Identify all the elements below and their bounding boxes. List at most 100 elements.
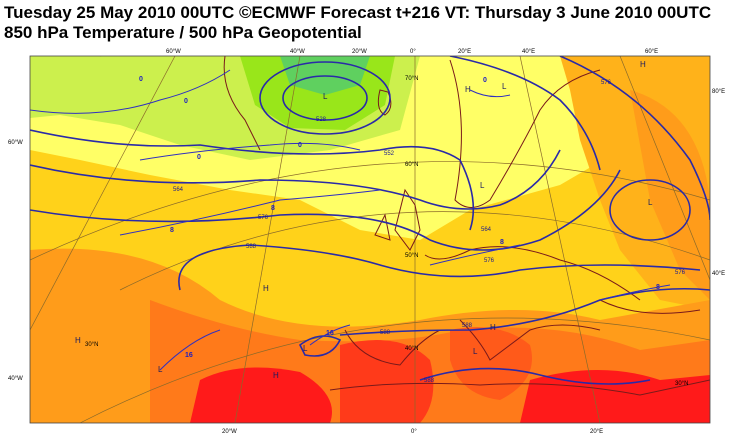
iberia-coast: [344, 329, 441, 366]
geopotential-contour: [609, 179, 691, 241]
contour-label: 576: [675, 270, 686, 276]
geopotential-contour: [298, 335, 342, 357]
contour-label: 8: [656, 284, 660, 291]
longitude-line: [30, 56, 176, 331]
top-label: 60°W: [166, 49, 181, 55]
geopotential-contours: [30, 56, 710, 385]
longitude-line: [234, 56, 301, 423]
greenland-coast: [223, 56, 261, 151]
britain-coast: [394, 188, 421, 251]
left-label: 60°W: [8, 140, 23, 146]
geopotential-contour: [259, 61, 391, 135]
high-pressure-marker: H: [263, 284, 269, 293]
low-pressure-marker: L: [480, 181, 485, 190]
low-pressure-marker: L: [303, 344, 308, 353]
low-pressure-marker: L: [502, 82, 507, 91]
geopotential-contour: [30, 169, 621, 251]
temperature-band-hot-central: [450, 327, 532, 400]
temperature-labels: 0 0 0 0 0 8 8 8 8 16 16: [139, 76, 660, 359]
mediterranean-coast: [459, 319, 601, 361]
contour-label: 16: [326, 330, 334, 337]
geopotential-contour: [559, 56, 710, 221]
scandinavia-coast: [449, 59, 601, 208]
pressure-centres: L L L L L L L H H H H H H: [75, 60, 653, 380]
latitude-label: 50°N: [405, 253, 418, 259]
latitude-line: [79, 317, 710, 423]
top-label: 40°W: [290, 49, 305, 55]
temperature-contour: [599, 284, 671, 301]
top-label: 60°E: [645, 49, 658, 55]
right-label: 80°E: [712, 89, 725, 95]
forecast-map: 60°W 40°W 20°W 0° 20°E 40°E 60°E 20°W 0°…: [8, 49, 725, 435]
temperature-contour: [139, 142, 361, 161]
latitude-label: 30°N: [675, 381, 688, 387]
map-frame: [29, 55, 711, 424]
geopotential-contour: [30, 149, 561, 210]
geopotential-contour: [449, 56, 601, 171]
longitude-line: [519, 56, 601, 423]
contour-label: 564: [481, 227, 492, 233]
contour-label: 8: [500, 239, 504, 246]
temperature-contour: [469, 89, 511, 98]
high-pressure-marker: H: [465, 85, 471, 94]
low-pressure-marker: L: [323, 92, 328, 101]
contour-label: 588: [380, 330, 391, 336]
contour-label: 588: [424, 378, 435, 384]
geopotential-contour: [30, 129, 475, 231]
right-label: 40°E: [712, 271, 725, 277]
top-label: 0°: [410, 49, 416, 55]
temperature-band-warm-east-2: [630, 90, 710, 300]
top-label: 20°W: [352, 49, 367, 55]
latitude-label: 40°N: [405, 346, 418, 352]
contour-label: 588: [246, 244, 257, 250]
contour-label: 528: [316, 117, 327, 123]
contour-label: 576: [601, 80, 612, 86]
contour-label: 0: [139, 76, 143, 83]
ireland-coast: [374, 213, 391, 241]
contour-label: 552: [384, 151, 395, 157]
high-pressure-marker: H: [640, 60, 646, 69]
latitude-label: 60°N: [405, 162, 418, 168]
contour-label: 0: [483, 77, 487, 84]
low-pressure-marker: L: [648, 198, 653, 207]
contour-label: 0: [298, 142, 302, 149]
contour-label: 0: [197, 154, 201, 161]
africa-coast: [329, 379, 710, 396]
top-label: 40°E: [522, 49, 535, 55]
contour-label: 8: [271, 205, 275, 212]
left-label: 40°W: [8, 376, 23, 382]
low-pressure-marker: L: [158, 365, 163, 374]
geopotential-contour: [419, 367, 651, 385]
temperature-contour: [30, 69, 231, 114]
bottom-label: 0°: [411, 429, 417, 435]
high-pressure-marker: H: [75, 336, 81, 345]
europe-coast: [424, 246, 641, 301]
contour-label: 16: [185, 352, 193, 359]
bottom-label: 20°E: [590, 429, 603, 435]
temperature-band-very-hot-east: [520, 370, 710, 423]
contour-label: 588: [462, 323, 473, 329]
temperature-band-very-hot-iberia: [340, 340, 434, 423]
geopotential-labels: 528 552 564 576 588 576 588 576 588 576 …: [173, 80, 686, 384]
high-pressure-marker: H: [273, 371, 279, 380]
contour-label: 0: [184, 98, 188, 105]
temperature-band-very-hot-west: [190, 367, 332, 423]
black-sea-coast: [599, 299, 701, 314]
temperature-contour: [159, 329, 221, 371]
low-pressure-marker: L: [473, 347, 478, 356]
temperature-contour: [309, 324, 351, 346]
geopotential-contour: [339, 287, 710, 336]
longitude-line: [619, 56, 710, 281]
latitude-label: 30°N: [85, 342, 98, 348]
bottom-label: 20°W: [222, 429, 237, 435]
temperature-contours: [30, 69, 671, 371]
temperature-contour: [429, 244, 521, 266]
contour-label: 8: [170, 227, 174, 234]
temperature-contour: [119, 189, 381, 236]
latitude-line: [100, 56, 650, 57]
contour-label: 576: [258, 215, 269, 221]
contour-label: 564: [173, 187, 184, 193]
contour-label: 576: [484, 258, 495, 264]
top-label: 20°E: [458, 49, 471, 55]
latitude-label: 70°N: [405, 76, 418, 82]
